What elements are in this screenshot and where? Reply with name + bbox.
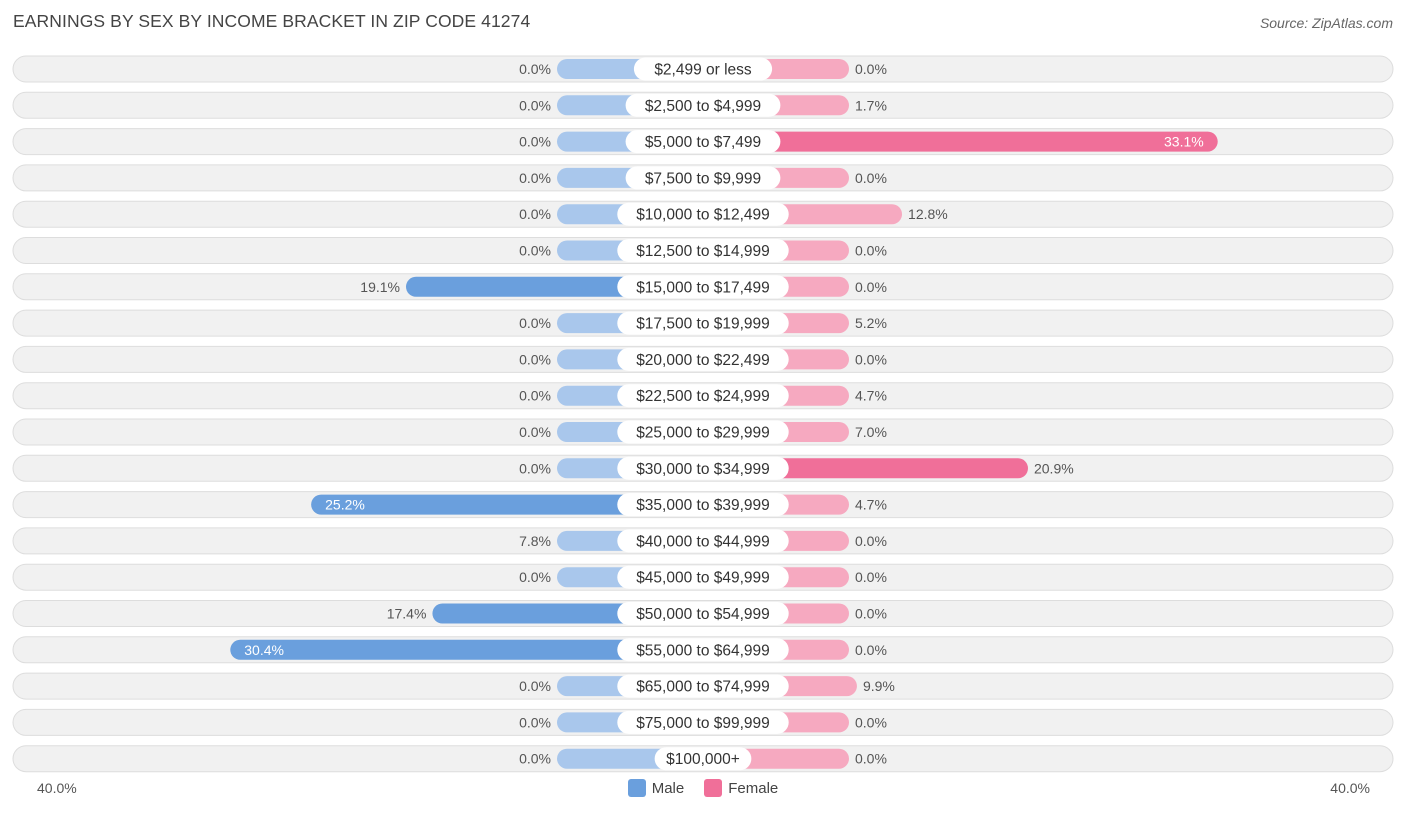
- category-label: $5,000 to $7,499: [645, 134, 761, 151]
- legend-swatch-male: [627, 779, 646, 797]
- axis-right-label: 40.0%: [1330, 780, 1370, 796]
- category-label-pill: [617, 710, 789, 734]
- male-value-label: 0.0%: [519, 460, 551, 476]
- female-value-label: 0.0%: [855, 642, 887, 658]
- category-label-pill: [625, 166, 781, 190]
- category-label-pill: [617, 602, 789, 625]
- male-value-label: 0.0%: [519, 388, 551, 404]
- category-label: $2,499 or less: [654, 62, 752, 79]
- female-value-label: 9.9%: [863, 678, 895, 694]
- category-label-pill: [617, 202, 789, 226]
- category-label-pill: [625, 130, 781, 154]
- category-label-pill: [617, 420, 789, 444]
- category-label-pill: [617, 674, 789, 698]
- male-value-label: 0.0%: [519, 424, 551, 440]
- category-label: $30,000 to $34,999: [636, 461, 770, 478]
- male-value-label: 0.0%: [519, 714, 551, 730]
- category-label: $55,000 to $64,999: [636, 642, 770, 659]
- category-label-pill: [617, 275, 789, 299]
- legend-item-male: Male: [627, 779, 685, 797]
- male-value-label: 0.0%: [519, 243, 551, 259]
- male-value-label: 0.0%: [519, 206, 551, 222]
- female-value-label: 0.0%: [855, 751, 887, 767]
- axis-left-label: 40.0%: [37, 780, 77, 796]
- female-bar: [703, 131, 1218, 152]
- male-value-label: 17.4%: [387, 606, 427, 622]
- category-label-pill: [617, 493, 789, 517]
- category-label-pill: [625, 93, 781, 117]
- category-label-pill: [617, 456, 789, 480]
- category-label: $50,000 to $54,999: [636, 606, 770, 623]
- female-value-label: 0.0%: [855, 279, 887, 295]
- category-label-pill: [633, 57, 773, 81]
- legend-swatch-female: [704, 779, 723, 797]
- category-label: $45,000 to $49,999: [636, 570, 770, 587]
- legend: Male Female: [0, 779, 1406, 797]
- female-value-label: 0.0%: [855, 606, 887, 622]
- female-value-label: 0.0%: [855, 569, 887, 585]
- category-label: $12,500 to $14,999: [636, 243, 770, 260]
- male-bar: [311, 494, 703, 515]
- category-label-pill: [654, 747, 752, 771]
- female-value-label: 0.0%: [855, 533, 887, 549]
- category-label-pill: [617, 529, 789, 553]
- male-value-label: 0.0%: [519, 678, 551, 694]
- male-value-label: 0.0%: [519, 315, 551, 331]
- female-value-label: 0.0%: [855, 243, 887, 259]
- category-label: $65,000 to $74,999: [636, 679, 770, 696]
- female-value-label: 20.9%: [1034, 460, 1074, 476]
- male-value-label: 0.0%: [519, 61, 551, 77]
- female-value-label: 4.7%: [855, 388, 887, 404]
- male-value-label: 0.0%: [519, 351, 551, 367]
- category-label: $15,000 to $17,499: [636, 279, 770, 296]
- female-value-label: 0.0%: [855, 170, 887, 186]
- chart-title: EARNINGS BY SEX BY INCOME BRACKET IN ZIP…: [13, 11, 531, 31]
- female-value-label: 0.0%: [855, 61, 887, 77]
- category-label: $17,500 to $19,999: [636, 316, 770, 333]
- female-value-label: 1.7%: [855, 97, 887, 113]
- male-value-label: 30.4%: [244, 642, 284, 658]
- category-label-pill: [617, 347, 789, 371]
- category-label: $20,000 to $22,499: [636, 352, 770, 369]
- male-value-label: 7.8%: [519, 533, 551, 549]
- source-label: Source: ZipAtlas.com: [1259, 15, 1393, 31]
- category-label-pill: [617, 311, 789, 335]
- category-label: $7,500 to $9,999: [645, 170, 761, 187]
- category-label: $10,000 to $12,499: [636, 207, 770, 224]
- category-label: $25,000 to $29,999: [636, 425, 770, 442]
- female-value-label: 4.7%: [855, 497, 887, 513]
- male-value-label: 0.0%: [519, 751, 551, 767]
- category-label: $40,000 to $44,999: [636, 533, 770, 550]
- female-value-label: 0.0%: [855, 714, 887, 730]
- female-value-label: 12.8%: [908, 206, 948, 222]
- male-value-label: 0.0%: [519, 569, 551, 585]
- category-label: $22,500 to $24,999: [636, 388, 770, 405]
- legend-label-male: Male: [651, 779, 685, 797]
- male-bar: [230, 639, 703, 660]
- female-value-label: 7.0%: [855, 424, 887, 440]
- male-value-label: 0.0%: [519, 97, 551, 113]
- category-label-pill: [617, 384, 789, 408]
- male-value-label: 25.2%: [325, 497, 365, 513]
- male-value-label: 0.0%: [519, 170, 551, 186]
- category-label: $100,000+: [666, 751, 740, 768]
- male-value-label: 19.1%: [360, 279, 400, 295]
- category-label: $75,000 to $99,999: [636, 715, 770, 732]
- category-label-pill: [617, 239, 789, 262]
- female-value-label: 33.1%: [1164, 134, 1204, 150]
- diverging-bar-chart: $2,499 or less 0.0% 0.0% $2,500 to $4,999 0.…: [12, 55, 1394, 773]
- category-label-pill: [617, 638, 789, 662]
- female-value-label: 0.0%: [855, 351, 887, 367]
- female-value-label: 5.2%: [855, 315, 887, 331]
- legend-label-female: Female: [728, 779, 779, 797]
- male-value-label: 0.0%: [519, 134, 551, 150]
- category-label: $35,000 to $39,999: [636, 497, 770, 514]
- category-label: $2,500 to $4,999: [645, 98, 761, 115]
- legend-item-female: Female: [704, 779, 778, 797]
- category-label-pill: [617, 565, 789, 589]
